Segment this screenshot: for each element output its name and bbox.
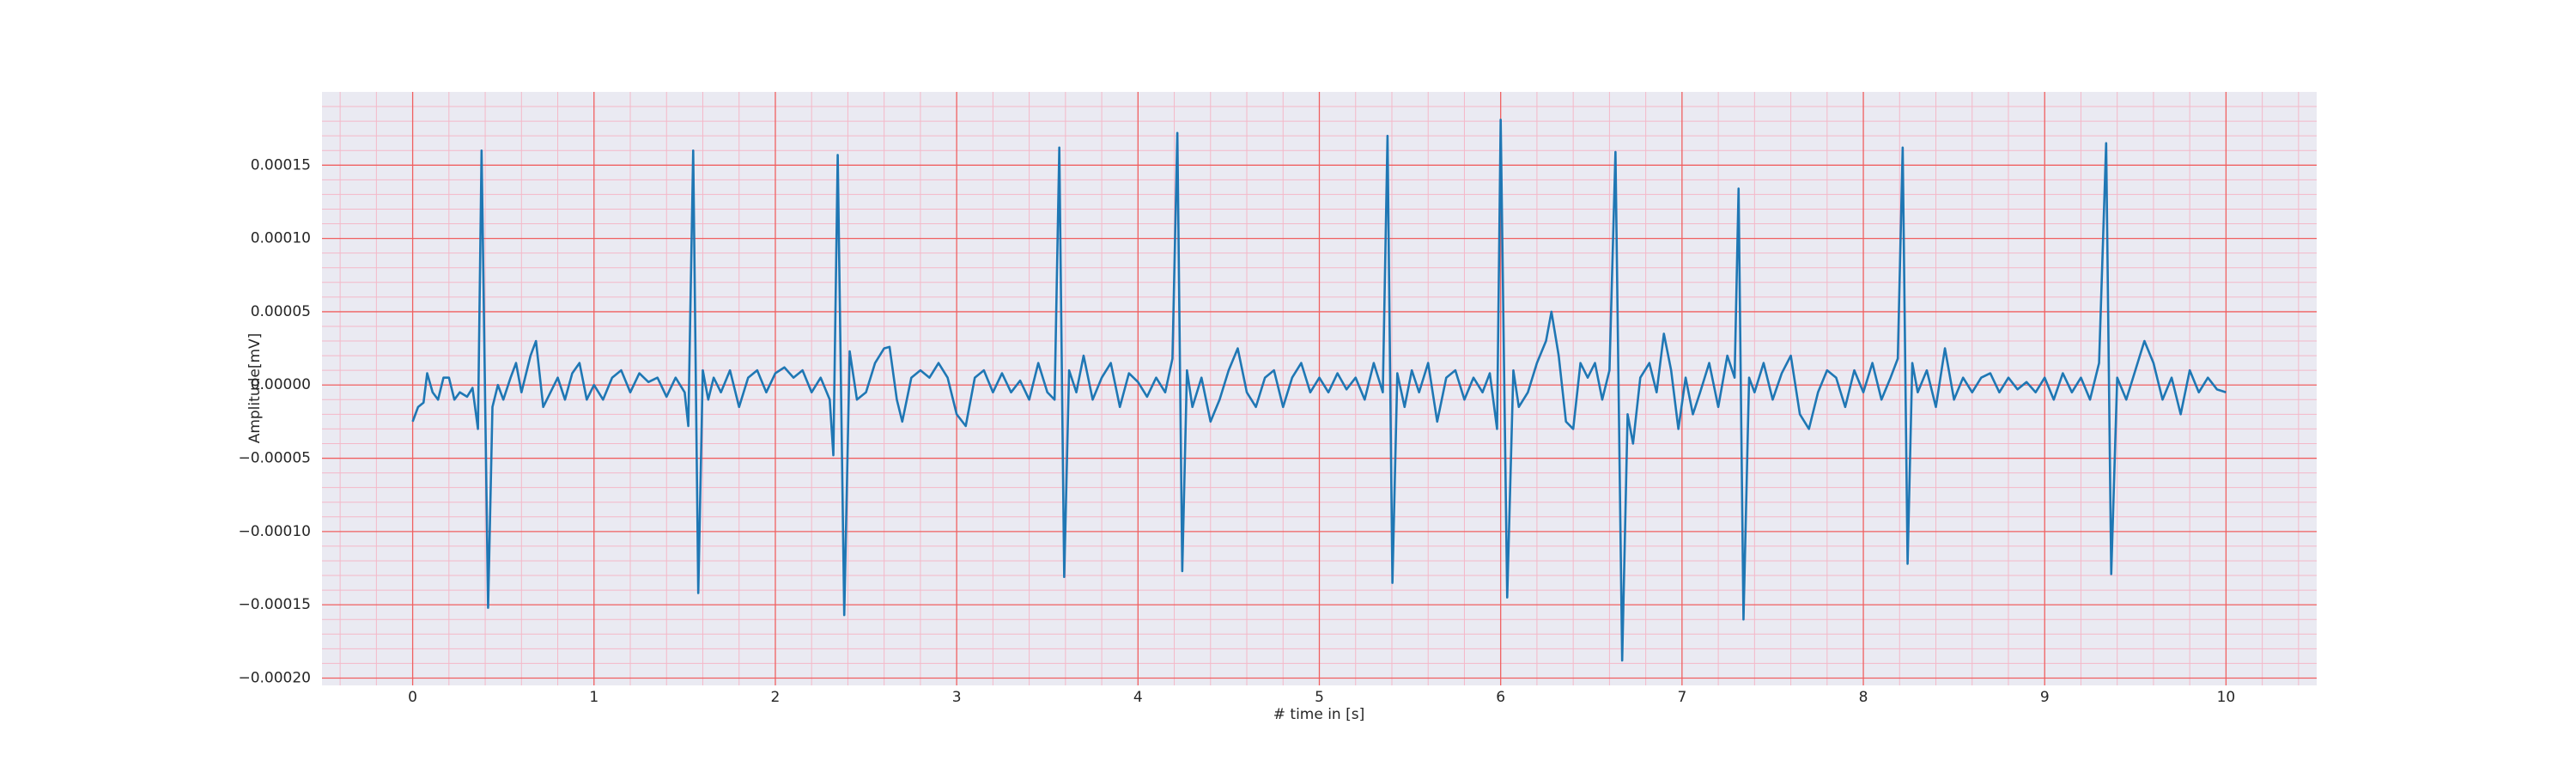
- x-tick-label: 10: [2217, 689, 2236, 706]
- y-tick-label: −0.00010: [238, 523, 311, 540]
- grid: [322, 92, 2317, 685]
- x-axis-label: # time in [s]: [1273, 706, 1364, 723]
- plot: [411, 119, 2227, 662]
- x-tick-label: 4: [1133, 689, 1143, 706]
- y-tick-label: 0.00000: [251, 376, 311, 393]
- x-tick-label: 7: [1677, 689, 1686, 706]
- x-tick-label: 6: [1496, 689, 1505, 706]
- y-tick-label: −0.00020: [238, 669, 311, 686]
- y-axis-label: Amplitude[mV]: [246, 333, 264, 444]
- x-tick-label: 5: [1315, 689, 1324, 706]
- y-tick-label: 0.00005: [251, 303, 311, 320]
- labels: 0 1 2 3 4 5 6 7 8 9 10 −0.00020 −0.00015 −0.00010 −0.0…: [238, 156, 2235, 706]
- y-tick-label: −0.00005: [238, 450, 311, 467]
- y-tick-label: −0.00015: [238, 596, 311, 613]
- x-tick-label: 1: [589, 689, 598, 706]
- x-tick-label: 2: [771, 689, 781, 706]
- x-tick-label: 0: [408, 689, 417, 706]
- y-tick-label: 0.00010: [251, 230, 311, 247]
- x-tick-label: 3: [952, 689, 962, 706]
- signal-line: [411, 119, 2227, 662]
- x-tick-label: 9: [2040, 689, 2050, 706]
- x-tick-label: 8: [1859, 689, 1868, 706]
- y-tick-label: 0.00015: [251, 156, 311, 173]
